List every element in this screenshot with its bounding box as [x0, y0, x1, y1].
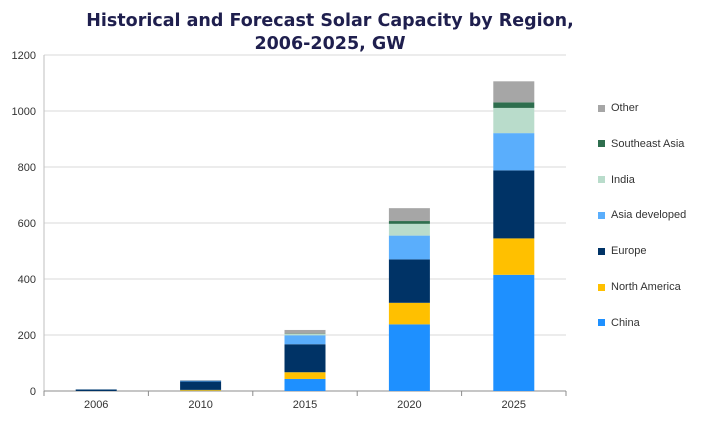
chart-title: Historical and Forecast Solar Capacity b… — [86, 11, 574, 54]
bar-2015-north-america — [284, 372, 326, 379]
legend-item-europe: Europe — [598, 243, 646, 259]
bar-2010-other — [180, 380, 222, 381]
bar-2020-china — [388, 324, 430, 391]
bar-2010-asia-developed — [180, 380, 222, 382]
bar-2020-other — [388, 208, 430, 222]
bar-2010-europe — [180, 381, 222, 390]
x-tick-label: 2010 — [188, 399, 212, 411]
legend-swatch — [598, 319, 605, 327]
bar-2025-southeast-asia — [493, 102, 535, 108]
bar-2025-north-america — [493, 238, 535, 275]
x-tick-label: 2025 — [502, 399, 526, 411]
legend-swatch — [598, 104, 605, 112]
legend-item-china: China — [598, 315, 640, 331]
bar-2020-asia-developed — [388, 235, 430, 260]
bar-2025-china — [493, 274, 535, 391]
x-tick-label: 2006 — [84, 399, 108, 411]
bar-2025-india — [493, 107, 535, 134]
legend-label: China — [611, 316, 640, 329]
y-tick-label: 1000 — [12, 106, 36, 118]
bar-2015-asia-developed — [284, 335, 326, 345]
legend-label: India — [611, 173, 635, 186]
bar-2015-other — [284, 329, 326, 334]
legend-label: Southeast Asia — [611, 137, 685, 150]
bar-2015-india — [284, 333, 326, 336]
y-tick-label: 0 — [30, 386, 36, 398]
bar-2025-asia-developed — [493, 133, 535, 171]
legend-item-other: Other — [598, 100, 639, 116]
legend-swatch — [598, 140, 605, 148]
y-tick-label: 200 — [18, 330, 36, 342]
legend-item-southeast-asia: Southeast Asia — [598, 136, 684, 152]
legend-swatch — [598, 211, 605, 219]
bar-2020-europe — [388, 259, 430, 303]
y-tick-label: 600 — [18, 218, 36, 230]
bar-2015-china — [284, 378, 326, 391]
y-tick-label: 800 — [18, 162, 36, 174]
bar-2025-other — [493, 81, 535, 103]
legend-label: Asia developed — [611, 209, 687, 222]
bar-2020-southeast-asia — [388, 221, 430, 224]
y-tick-label: 1200 — [12, 50, 36, 62]
legend-swatch — [598, 247, 605, 255]
bar-2015-europe — [284, 344, 326, 373]
bar-2020-north-america — [388, 302, 430, 325]
bar-2025-europe — [493, 170, 535, 239]
x-tick-label: 2020 — [397, 399, 421, 411]
legend-label: Europe — [611, 245, 647, 258]
bar-2020-india — [388, 223, 430, 236]
legend-label: North America — [611, 281, 681, 293]
legend-swatch — [598, 176, 605, 184]
legend-item-north-america: North America — [598, 279, 681, 295]
legend-item-asia-developed: Asia developed — [598, 207, 686, 223]
bar-2006-europe — [75, 389, 117, 391]
legend-label: Other — [611, 102, 639, 114]
legend-item-india: India — [598, 172, 635, 188]
x-tick-label: 2015 — [293, 399, 317, 411]
legend-swatch — [598, 283, 605, 291]
y-tick-label: 400 — [18, 274, 36, 286]
bar-2010-north-america — [180, 389, 222, 391]
